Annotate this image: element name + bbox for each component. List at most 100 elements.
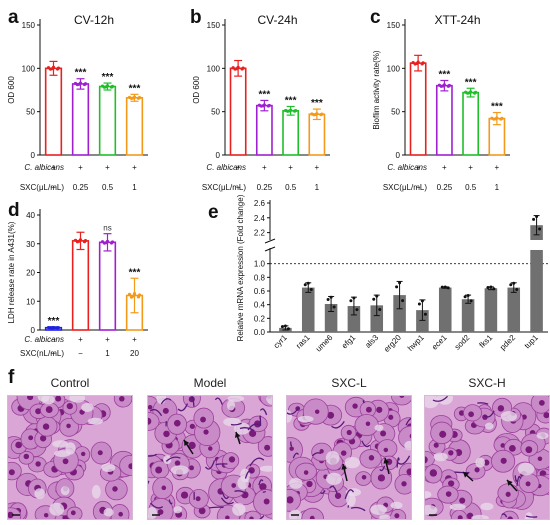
bar [71,240,90,331]
bar [530,250,543,332]
replicate-dot [446,286,450,290]
condition-value: + [495,163,500,172]
condition-row-label: C. albicans [206,163,246,172]
histology-texture [148,396,272,519]
replicate-dot [415,61,419,66]
bar [301,287,315,332]
condition-value: + [78,163,83,172]
replicate-dot [395,285,399,289]
panel-d-ylabel: LDH release rate in A431(%) [7,221,16,323]
replicate-dot [131,96,136,100]
y-tick-label: 50 [211,108,220,117]
significance-label: *** [75,68,87,79]
panel-c-letter: c [370,7,381,28]
condition-value: + [442,163,447,172]
condition-value: 0.25 [437,183,453,192]
condition-value: + [262,163,267,172]
axis-break-mark [264,246,276,252]
condition-value: 20 [130,349,139,358]
replicate-dot [110,84,115,88]
y-tick-label: 150 [22,21,36,30]
condition-value: + [468,163,473,172]
replicate-dot [77,82,82,86]
replicate-dot [378,307,382,311]
y-tick-label: 0 [216,151,221,160]
condition-value: + [51,163,56,172]
histology-texture [425,396,549,519]
y-tick-label: 100 [22,64,36,73]
condition-value: − [236,183,241,192]
axis-break-mark [264,238,276,244]
significance-label: *** [285,95,297,106]
category-label: ras1 [294,333,312,351]
replicate-dot [420,299,424,303]
condition-value: 1 [105,349,110,358]
replicate-dot [326,297,330,301]
bar [484,288,498,332]
bar [370,305,384,332]
bar [255,104,273,156]
bar [44,67,63,156]
panel-a-letter: a [8,7,19,28]
y-tick-label: 1.0 [254,260,266,269]
condition-value: + [315,163,320,172]
replicate-dot [137,96,142,100]
panel-d-letter: d [8,200,20,221]
replicate-dot [56,66,61,70]
bar [461,299,475,332]
panel-b: b CV-24h 0 50 100 150 OD 600 *** *** *** C. albica… [190,7,330,192]
category-label: ece1 [430,333,449,352]
bar [308,113,326,156]
replicate-dot [137,293,142,297]
condition-value: + [236,163,241,172]
histology-image-model [147,395,273,520]
bar [347,306,361,332]
replicate-dot [283,324,287,328]
condition-value: + [105,163,110,172]
significance-label: *** [48,316,60,327]
bar [409,62,427,156]
category-label: cyr1 [272,333,289,350]
condition-row-label: SXC(μL/mL) [20,183,65,192]
replicate-dot [375,294,379,298]
condition-value: − [416,183,421,192]
y-tick-label: 0 [396,151,401,160]
histology-title-model: Model [193,376,227,390]
category-label: efg1 [340,333,358,351]
bar [98,85,117,156]
significance-label: ns [103,224,111,233]
category-label: erg20 [382,333,403,354]
y-tick-label: 2.4 [254,214,266,223]
condition-value: − [51,349,56,358]
bar [71,83,90,156]
bar [98,241,117,331]
y-tick-label: 10 [26,297,35,306]
y-tick-label: 150 [207,21,221,30]
significance-label: *** [465,77,477,88]
y-tick-label: 0 [31,326,36,335]
replicate-dot [421,61,425,65]
histology-texture [8,396,132,519]
condition-value: + [288,163,293,172]
replicate-dot [241,66,245,70]
replicate-dot [110,240,115,244]
y-tick-label: 40 [26,211,35,220]
condition-value: 0.25 [73,183,89,192]
y-tick-label: 0.2 [254,314,266,323]
bar [324,303,338,332]
condition-value: 1 [315,183,320,192]
y-tick-label: 150 [387,21,401,30]
replicate-dot [332,305,336,309]
replicate-dot [443,285,447,289]
y-tick-label: 100 [387,64,401,73]
replicate-dot [372,297,376,301]
replicate-dot [286,327,290,331]
panel-b-letter: b [190,7,202,28]
replicate-dot [486,285,490,289]
replicate-dot [309,287,313,291]
y-tick-label: 2.6 [254,199,266,208]
histology-title-sxc-l: SXC-L [331,376,367,390]
replicate-dot [535,215,539,219]
bar [435,84,453,156]
bar [393,295,406,332]
